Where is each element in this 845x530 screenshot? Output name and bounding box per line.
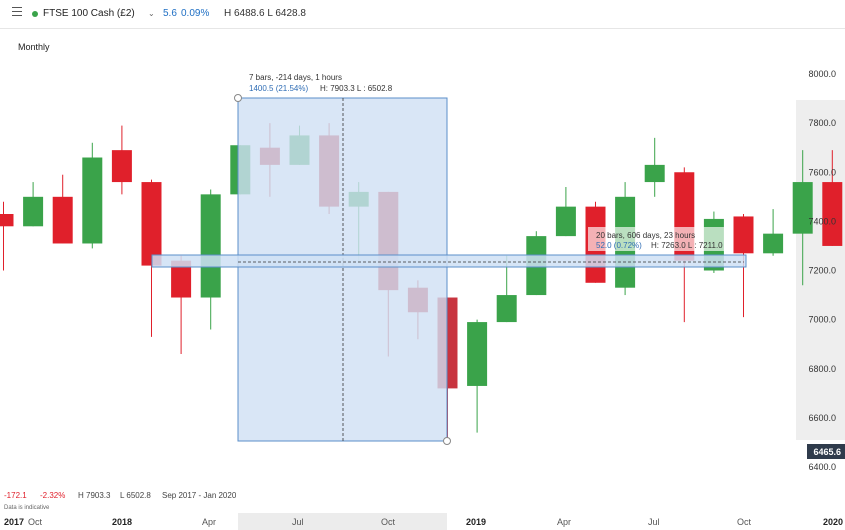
time-tick-label: Oct xyxy=(381,517,396,527)
price-tick-label: 7600.0 xyxy=(808,167,836,177)
chart-period[interactable]: Monthly xyxy=(18,42,50,52)
current-price-label: 6465.6 xyxy=(813,447,841,457)
high-low-readout: H 6488.6 L 6428.8 xyxy=(224,8,306,19)
time-axis[interactable]: 2017 Oct 2018 Apr Jul Oct 2019 Apr Jul Oct 2020 xyxy=(4,517,843,527)
footer-high: H 7903.3 xyxy=(78,491,111,500)
time-tick-label: Oct xyxy=(737,517,752,527)
time-tick-label: Apr xyxy=(557,517,571,527)
time-tick-label: 2018 xyxy=(112,517,132,527)
price-change-percent: 0.09% xyxy=(181,8,210,19)
measure-box-2[interactable] xyxy=(151,254,747,268)
price-tick-label: 7400.0 xyxy=(808,216,836,226)
candle-up[interactable] xyxy=(555,206,576,237)
chevron-down-icon[interactable]: ⌄ xyxy=(148,9,155,18)
candle-down[interactable] xyxy=(171,260,192,298)
time-tick-label: Jul xyxy=(648,517,660,527)
price-tick-label: 7200.0 xyxy=(808,266,836,276)
time-tick-label: Apr xyxy=(202,517,216,527)
instrument-name[interactable]: FTSE 100 Cash (£2) xyxy=(43,8,135,19)
measure-2-label-bg xyxy=(588,227,730,251)
measure-1-line1: 7 bars, -214 days, 1 hours xyxy=(249,73,342,82)
candle-down[interactable] xyxy=(141,182,162,266)
measure-handle-1-start[interactable] xyxy=(234,94,242,102)
top-bar: FTSE 100 Cash (£2) ⌄ 5.6 0.09% H 6488.6 … xyxy=(0,0,845,29)
candle-up[interactable] xyxy=(23,196,44,227)
measure-1-value: 1400.5 (21.54%) xyxy=(249,84,308,93)
candle-up[interactable] xyxy=(467,322,488,386)
candle-up[interactable] xyxy=(763,233,784,254)
data-indicative-note: Data is indicative xyxy=(4,505,50,511)
time-tick-label: Oct xyxy=(28,517,43,527)
price-change: 5.6 xyxy=(163,8,177,19)
measure-2-line1: 20 bars, 606 days, 23 hours xyxy=(596,231,695,240)
time-tick-label: 2017 xyxy=(4,517,24,527)
measure-box-1[interactable] xyxy=(237,97,448,442)
time-tick-label: 2019 xyxy=(466,517,486,527)
current-price-marker xyxy=(807,444,845,459)
candle-down[interactable] xyxy=(52,196,73,244)
time-tick-label: 2020 xyxy=(823,517,843,527)
price-tick-label: 7800.0 xyxy=(808,118,836,128)
price-tick-label: 8000.0 xyxy=(808,69,836,79)
measure-handle-1-end[interactable] xyxy=(443,437,451,445)
market-status-dot xyxy=(32,11,38,17)
hamburger-menu-icon[interactable] xyxy=(12,7,22,16)
footer-change: -172.1 xyxy=(4,491,27,500)
price-tick-label: 6400.0 xyxy=(808,462,836,472)
time-scale-highlight xyxy=(238,513,447,530)
candle-down[interactable] xyxy=(0,214,14,227)
price-tick-label: 6600.0 xyxy=(808,413,836,423)
candle-up[interactable] xyxy=(82,157,103,244)
candle-up[interactable] xyxy=(496,295,517,323)
candle-down[interactable] xyxy=(822,182,843,246)
price-scale-highlight xyxy=(796,100,845,440)
time-tick-label: Jul xyxy=(292,517,304,527)
candle-up[interactable] xyxy=(792,182,813,234)
measure-1-high-low: H: 7903.3 L : 6502.8 xyxy=(320,84,393,93)
candle-down[interactable] xyxy=(111,150,132,183)
footer-low: L 6502.8 xyxy=(120,491,151,500)
measure-2-high-low: H: 7263.0 L : 7211.0 xyxy=(651,241,723,250)
price-axis[interactable]: 8000.0 7800.0 7600.0 7400.0 7200.0 7000.0 6800… xyxy=(808,69,836,472)
price-tick-label: 6800.0 xyxy=(808,364,836,374)
price-tick-label: 7000.0 xyxy=(808,315,836,325)
candle-down[interactable] xyxy=(733,216,754,254)
candle-up[interactable] xyxy=(644,164,665,183)
candle-up[interactable] xyxy=(200,194,221,298)
measure-2-value: 52.0 (0.72%) xyxy=(596,241,642,250)
footer-change-percent: -2.32% xyxy=(40,491,66,500)
footer-date-range: Sep 2017 - Jan 2020 xyxy=(162,491,237,500)
